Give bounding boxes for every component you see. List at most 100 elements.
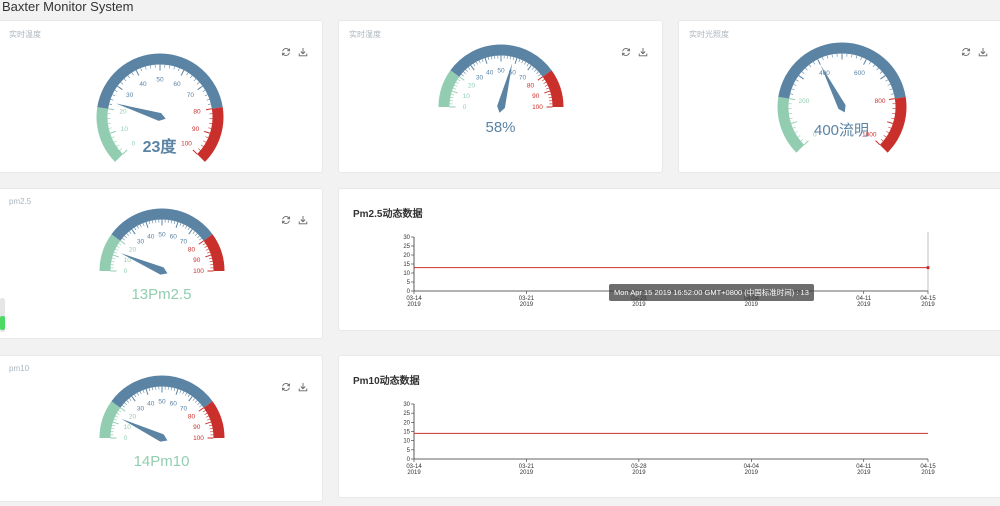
gauge-tick: [194, 79, 196, 81]
gauge-tick: [111, 428, 114, 429]
gauge-tick-label: 50: [158, 232, 166, 239]
gauge-tick: [549, 97, 552, 98]
gauge-tick: [856, 56, 857, 59]
gauge-tick: [544, 82, 547, 83]
x-tick-year: 2019: [745, 302, 759, 308]
x-tick-year: 2019: [632, 470, 646, 476]
gauge-tick: [805, 68, 807, 70]
gauge-tick: [113, 255, 119, 257]
x-tick-year: 2019: [745, 470, 759, 476]
gauge-tick: [888, 84, 891, 85]
gauge-tick: [527, 64, 529, 67]
gauge-tick: [453, 88, 456, 89]
gauge-tick-label: 50: [158, 399, 166, 406]
gauge-tick: [112, 258, 115, 259]
gauge-tick: [206, 416, 209, 417]
gauge-tick: [519, 59, 520, 62]
gauge-tick: [205, 413, 208, 414]
gauge-tick: [876, 141, 880, 145]
gauge-tick: [181, 70, 184, 75]
gauge-tick: [827, 56, 828, 59]
gauge-tick: [466, 69, 468, 71]
gauge-tick: [206, 109, 212, 110]
y-tick-label: 20: [403, 420, 410, 426]
gauge-tick: [802, 72, 804, 74]
gauge-tick: [891, 94, 894, 95]
gauge-tick: [873, 65, 875, 67]
gauge-tick: [513, 57, 514, 60]
gauge-tick: [796, 80, 799, 82]
gauge-tick: [851, 54, 852, 57]
gauge-tick: [454, 85, 457, 86]
gauge-tick-label: 60: [170, 400, 178, 407]
gauge-tick: [134, 228, 136, 231]
y-tick-label: 30: [403, 402, 410, 408]
gauge-value: 400流明: [680, 119, 1000, 140]
gauge-tick: [459, 77, 464, 81]
gauge-tick: [545, 85, 548, 86]
gauge-tick: [199, 408, 204, 412]
gauge-tick-label: 0: [124, 268, 128, 275]
gauge-tick: [120, 241, 125, 245]
y-tick-label: 15: [403, 430, 410, 436]
gauge-tick-label: 20: [468, 83, 476, 90]
y-tick-label: 15: [403, 262, 410, 268]
gauge-tick-label: 70: [187, 92, 195, 99]
gauge-band-high: [547, 74, 558, 108]
gauge-tick: [178, 68, 179, 71]
y-tick-label: 10: [403, 271, 410, 277]
gauge-tick: [536, 72, 538, 74]
gauge-tick: [189, 396, 193, 401]
gauge-tick: [115, 249, 118, 250]
gauge-tick: [209, 258, 212, 259]
gauge-tick: [197, 236, 199, 238]
gauge-tick: [180, 223, 181, 226]
gauge-tick: [145, 67, 146, 70]
gauge-tick: [171, 387, 172, 390]
x-tick-year: 2019: [407, 470, 421, 476]
gauge-tick: [804, 141, 808, 145]
gauge-tick: [832, 54, 833, 57]
gauge-tick: [176, 222, 178, 228]
gauge-tick: [880, 72, 882, 74]
gauge-tick-label: 600: [854, 70, 865, 77]
gauge-tick: [198, 86, 203, 90]
gauge-tick: [199, 405, 201, 407]
gauge-tick: [124, 403, 126, 405]
gauge-tick: [197, 403, 199, 405]
gauge-tick: [869, 62, 871, 65]
gauge-tick: [180, 390, 181, 393]
gauge-tick-label: 100: [532, 104, 543, 111]
y-tick-label: 30: [403, 235, 410, 241]
gauge-tick: [461, 74, 463, 76]
gauge-band-high: [208, 238, 219, 272]
gauge-tick-label: 40: [139, 81, 147, 88]
gauge-tick: [140, 391, 141, 394]
gauge-tick: [450, 97, 453, 98]
y-tick-label: 0: [407, 289, 411, 295]
gauge-tick: [137, 226, 138, 229]
gauge-tick-label: 10: [124, 424, 132, 431]
gauge-tick-label: 60: [170, 233, 178, 240]
gauge-tick: [885, 80, 888, 82]
gauge-tick: [152, 220, 153, 223]
x-tick-year: 2019: [857, 470, 871, 476]
gauge-tick: [789, 99, 795, 100]
y-tick-label: 20: [403, 253, 410, 259]
gauge-tick: [150, 65, 151, 68]
hover-point[interactable]: [926, 266, 929, 269]
gauge-tick: [109, 104, 112, 105]
gauge-tick: [488, 57, 489, 60]
gauge-tick-label: 80: [527, 83, 535, 90]
y-tick-label: 0: [407, 457, 411, 463]
gauge-tick: [542, 79, 545, 81]
gauge-tick-label: 80: [193, 108, 201, 115]
x-tick-year: 2019: [857, 302, 871, 308]
gauge-tick: [112, 95, 115, 96]
scrollbar-thumb[interactable]: [0, 316, 5, 330]
gauge-tick: [861, 57, 862, 60]
gauge-tick: [456, 82, 459, 83]
